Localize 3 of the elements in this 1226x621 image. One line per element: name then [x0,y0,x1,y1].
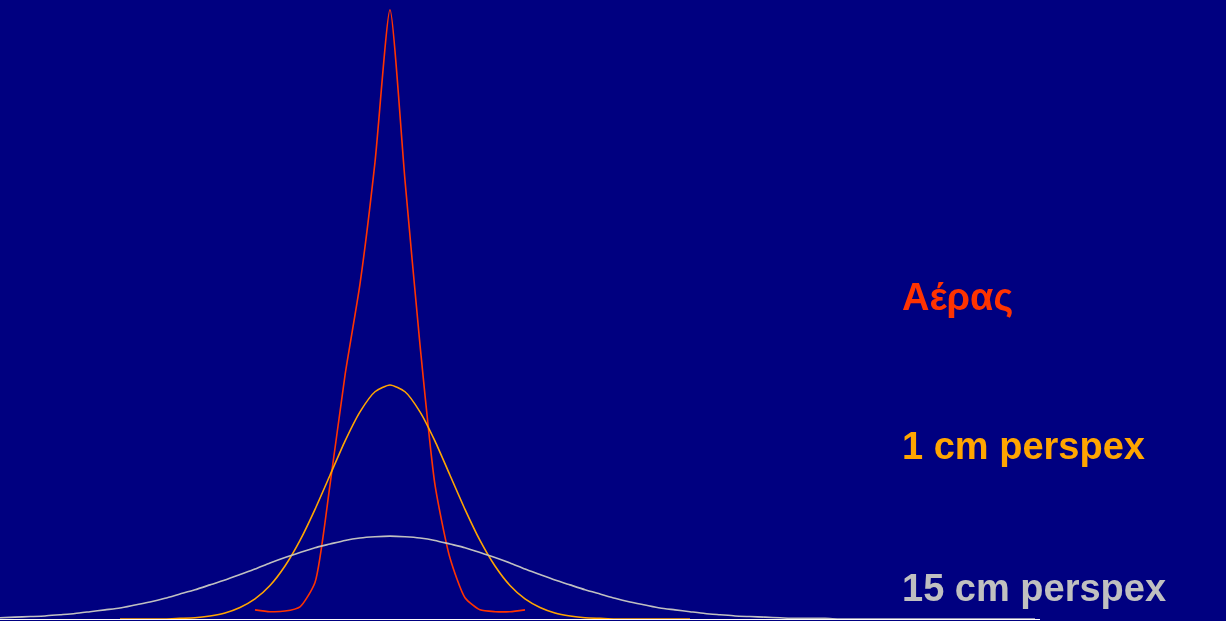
text: Αέρας [902,276,1014,318]
series-label: 15 cm perspex [902,567,1167,609]
text: 1 cm perspex [902,425,1145,467]
